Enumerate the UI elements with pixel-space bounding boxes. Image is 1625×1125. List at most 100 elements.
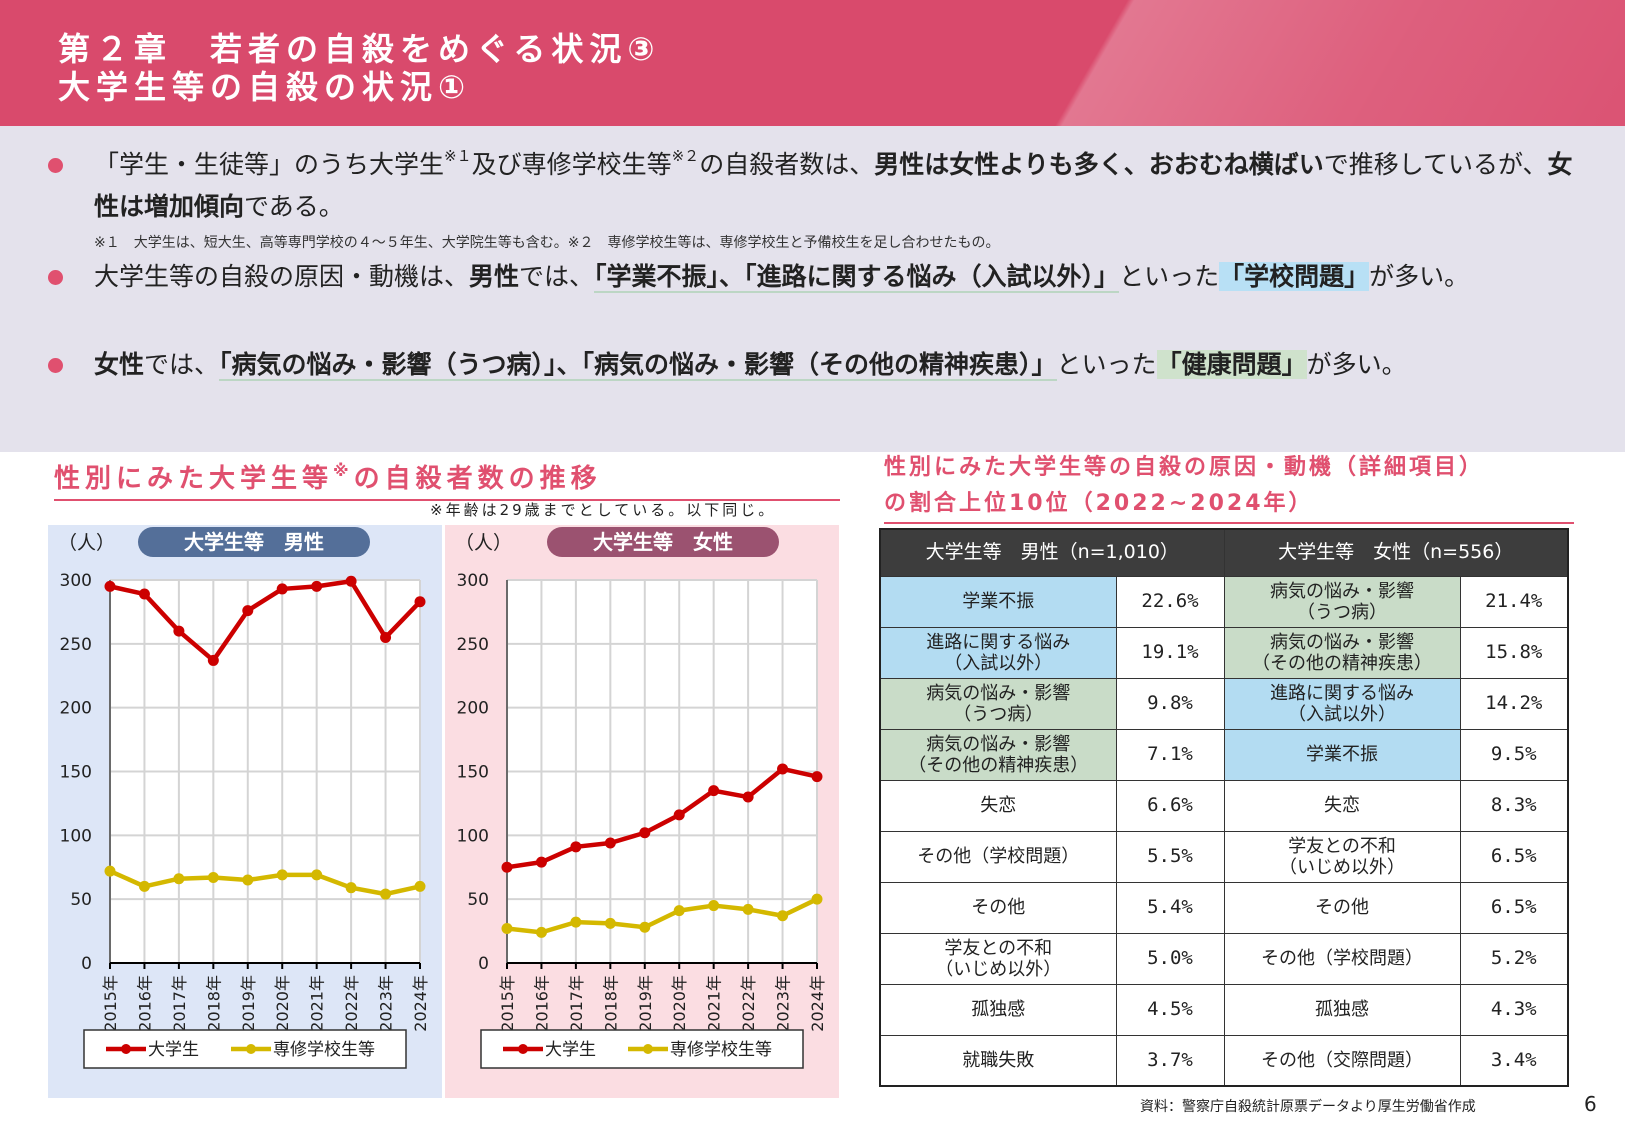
female-percent: 14.2%	[1459, 677, 1569, 730]
x-tick-label: 2024年	[411, 975, 430, 1032]
legend-label: 大学生	[545, 1040, 596, 1060]
male-cause: 進路に関する悩み （入試以外）	[879, 626, 1117, 679]
data-point	[380, 631, 392, 643]
female-cause: 孤独感	[1223, 983, 1461, 1036]
right-section-title: 性別にみた大学生等の自殺の原因・動機（詳細項目） の割合上位10位（2022~20…	[884, 450, 1574, 524]
female-line-chart: 大学生等 女性 （人） 0 50 100 150 200 250 300 2015年 2016年 20…	[455, 527, 827, 1069]
data-point	[138, 880, 150, 892]
text-segment: で推移しているが、	[1323, 150, 1548, 179]
male-cause: 就職失敗	[879, 1034, 1117, 1087]
male-percent: 5.5%	[1115, 830, 1225, 883]
y-tick-label: 50	[70, 890, 92, 910]
series-line-vocational	[506, 897, 818, 935]
right-title-line-2: の割合上位10位（2022~2024年）	[884, 491, 1314, 516]
male-percent: 9.8%	[1115, 677, 1225, 730]
text-segment: 大学生等の自殺の原因・動機は、	[94, 262, 470, 291]
data-point	[345, 882, 357, 894]
data-point	[414, 596, 426, 608]
data-point	[138, 588, 150, 600]
male-chart-panel: 大学生等 男性 （人） 0 50 100 150 200 250 300 2015年 2016年 20…	[48, 525, 442, 1098]
bullet-2: 大学生等の自殺の原因・動機は、男性では、「学業不振」、「進路に関する悩み（入試以…	[48, 256, 1588, 298]
x-tick-label: 2017年	[567, 975, 586, 1032]
data-point	[639, 921, 651, 933]
page-header: 第２章 若者の自殺をめぐる状況③ 大学生等の自殺の状況①	[0, 0, 1625, 126]
text-segment: 「学生・生徒等」のうち大学生	[94, 150, 445, 179]
data-point	[639, 827, 651, 839]
bullet-dot-icon	[48, 270, 63, 285]
x-tick-label: 2023年	[774, 975, 793, 1032]
male-percent: 6.6%	[1115, 779, 1225, 832]
data-point	[501, 861, 513, 873]
data-point	[173, 873, 185, 885]
male-percent: 22.6%	[1115, 575, 1225, 628]
x-tick-label: 2020年	[273, 975, 292, 1032]
female-percent: 6.5%	[1459, 881, 1569, 934]
text-segment: ※２	[671, 147, 700, 165]
x-tick-label: 2024年	[808, 975, 827, 1032]
emphasis-text: 女性	[94, 350, 145, 379]
y-axis-unit: （人）	[58, 532, 115, 554]
emphasis-text: 「病気の悩み・影響（うつ病）」、「病気の悩み・影響（その他の精神疾患）」	[219, 350, 1057, 381]
text-segment: が多い。	[1369, 262, 1470, 291]
y-tick-label: 150	[60, 763, 92, 783]
male-cause: 学業不振	[879, 575, 1117, 628]
bullet-dot-icon	[48, 358, 63, 373]
y-tick-label: 250	[60, 635, 92, 655]
data-point	[604, 917, 616, 929]
x-tick-label: 2020年	[670, 975, 689, 1032]
female-chart-panel: 大学生等 女性 （人） 0 50 100 150 200 250 300 2015年 2016年 20…	[445, 525, 839, 1098]
female-cause: その他（交際問題）	[1223, 1034, 1461, 1087]
data-point	[242, 874, 254, 886]
data-point	[570, 916, 582, 928]
series-line-vocational	[109, 869, 421, 897]
header-decoration	[985, 0, 1625, 126]
table-row: その他 5.4% その他 6.5%	[879, 881, 1569, 934]
bullet-3: 女性では、「病気の悩み・影響（うつ病）」、「病気の悩み・影響（その他の精神疾患）…	[48, 344, 1588, 386]
data-point	[311, 580, 323, 592]
female-percent: 21.4%	[1459, 575, 1569, 628]
page-title: 第２章 若者の自殺をめぐる状況③ 大学生等の自殺の状況①	[58, 30, 660, 106]
x-tick-label: 2017年	[170, 975, 189, 1032]
right-title-line-1: 性別にみた大学生等の自殺の原因・動機（詳細項目）	[884, 455, 1485, 480]
x-tick-label: 2015年	[101, 975, 120, 1032]
x-tick-label: 2021年	[308, 975, 327, 1032]
text-segment: の自殺者数は、	[699, 150, 875, 179]
female-percent: 9.5%	[1459, 728, 1569, 781]
bullet-text: 「学生・生徒等」のうち大学生※１及び専修学校生等※２の自殺者数は、男性は女性より…	[94, 144, 1588, 228]
y-axis-unit: （人）	[455, 532, 512, 554]
legend-marker	[121, 1044, 131, 1054]
title-line-1: 第２章 若者の自殺をめぐる状況③	[58, 30, 661, 68]
female-cause: その他（学校問題）	[1223, 932, 1461, 985]
male-header: 大学生等 男性（n=1,010）	[879, 528, 1225, 577]
bullet-text: 女性では、「病気の悩み・影響（うつ病）」、「病気の悩み・影響（その他の精神疾患）…	[94, 344, 1588, 386]
data-point	[276, 583, 288, 595]
male-cause: 孤独感	[879, 983, 1117, 1036]
data-point	[535, 856, 547, 868]
x-tick-label: 2019年	[636, 975, 655, 1032]
left-section-title: 性別にみた大学生等※の自殺者数の推移	[54, 458, 840, 501]
text-segment: では、	[519, 262, 595, 291]
legend-marker	[518, 1044, 528, 1054]
male-percent: 19.1%	[1115, 626, 1225, 679]
female-percent: 4.3%	[1459, 983, 1569, 1036]
table-row: 孤独感 4.5% 孤独感 4.3%	[879, 983, 1569, 1036]
data-point	[673, 809, 685, 821]
x-tick-label: 2022年	[739, 975, 758, 1032]
series-line-university	[109, 579, 422, 663]
data-point	[207, 654, 219, 666]
text-segment: 及び専修学校生等	[471, 150, 672, 179]
page-number: 6	[1584, 1092, 1597, 1116]
legend-label: 専修学校生等	[670, 1040, 772, 1060]
data-point	[501, 923, 513, 935]
x-tick-label: 2022年	[342, 975, 361, 1032]
table-row: 就職失敗 3.7% その他（交際問題） 3.4%	[879, 1034, 1569, 1087]
legend-marker	[246, 1044, 256, 1054]
female-percent: 15.8%	[1459, 626, 1569, 679]
female-cause: その他	[1223, 881, 1461, 934]
data-point	[673, 905, 685, 917]
y-tick-label: 100	[457, 826, 489, 846]
female-header: 大学生等 女性（n=556）	[1223, 528, 1569, 577]
female-cause: 学友との不和 （いじめ以外）	[1223, 830, 1461, 883]
y-tick-label: 50	[467, 890, 489, 910]
left-title-rest: の自殺者数の推移	[353, 464, 602, 494]
